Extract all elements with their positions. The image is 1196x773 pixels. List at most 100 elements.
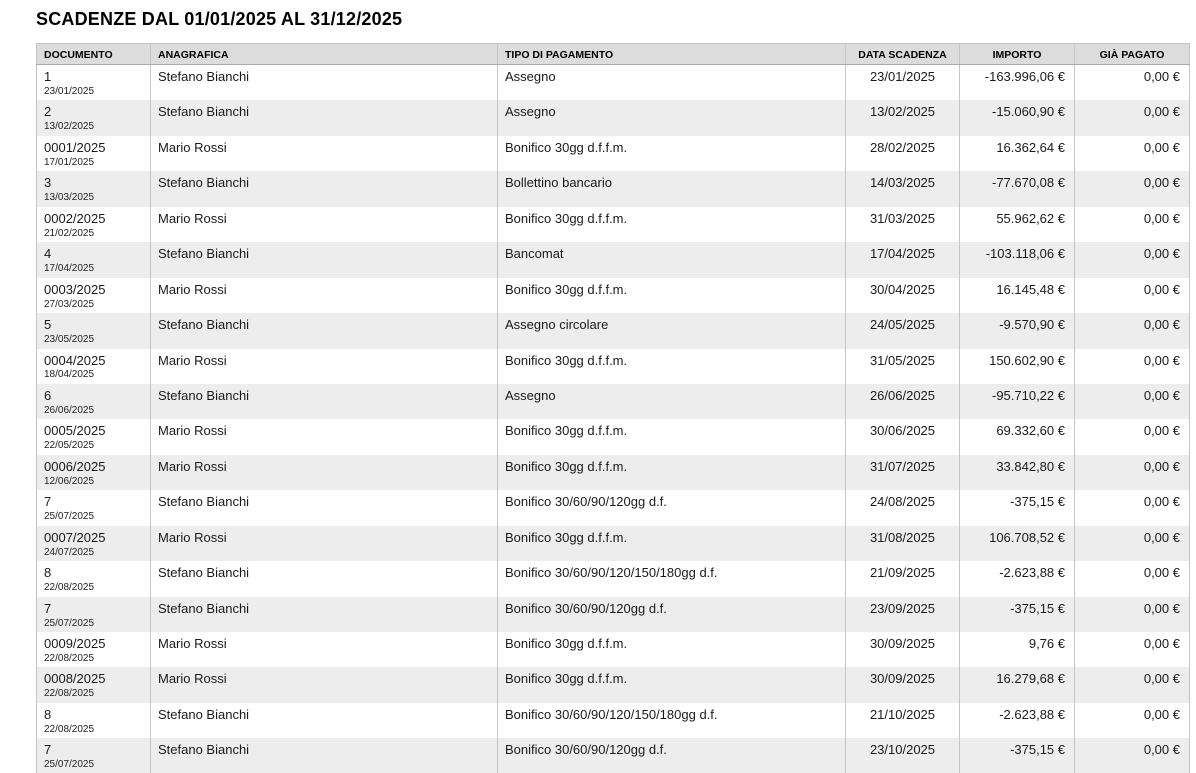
table-row[interactable]: 0009/2025 22/08/2025 Mario Rossi Bonific… <box>36 632 1190 668</box>
tipo-pagamento-cell: Bonifico 30gg d.f.f.m. <box>497 419 846 455</box>
data-scadenza-cell: 23/09/2025 <box>845 596 960 632</box>
importo-cell: -2.623,88 € <box>959 702 1075 739</box>
gia-pagato-cell: 0,00 € <box>1074 348 1190 384</box>
documento-date: 25/07/2025 <box>44 759 95 771</box>
gia-pagato-cell: 0,00 € <box>1074 206 1190 243</box>
data-scadenza-cell: 31/08/2025 <box>845 525 960 562</box>
table-row[interactable]: 0006/2025 12/06/2025 Mario Rossi Bonific… <box>36 454 1190 491</box>
table-row[interactable]: 8 22/08/2025 Stefano Bianchi Bonifico 30… <box>36 561 1190 597</box>
documento-cell: 4 17/04/2025 <box>36 242 151 278</box>
table-row[interactable]: 0004/2025 18/04/2025 Mario Rossi Bonific… <box>36 348 1190 384</box>
table-row[interactable]: 0003/2025 27/03/2025 Mario Rossi Bonific… <box>36 277 1190 314</box>
documento-cell: 2 13/02/2025 <box>36 100 151 136</box>
column-header-documento: DOCUMENTO <box>36 43 151 65</box>
documento-number: 4 <box>44 246 52 262</box>
documento-number: 7 <box>44 600 52 616</box>
anagrafica-cell: Mario Rossi <box>150 667 498 703</box>
documento-cell: 3 13/03/2025 <box>36 171 151 207</box>
table-row[interactable]: 8 22/08/2025 Stefano Bianchi Bonifico 30… <box>36 702 1190 739</box>
gia-pagato-cell: 0,00 € <box>1074 100 1190 136</box>
tipo-pagamento-cell: Bonifico 30gg d.f.f.m. <box>497 525 846 562</box>
data-scadenza-cell: 28/02/2025 <box>845 135 960 172</box>
documento-date: 22/08/2025 <box>44 688 95 700</box>
scadenze-table: DOCUMENTO ANAGRAFICA TIPO DI PAGAMENTO D… <box>36 43 1190 773</box>
tipo-pagamento-cell: Bollettino bancario <box>497 171 846 207</box>
anagrafica-cell: Stefano Bianchi <box>150 383 498 420</box>
documento-cell: 0005/2025 22/05/2025 <box>36 419 151 455</box>
documento-cell: 1 23/01/2025 <box>36 64 151 101</box>
anagrafica-cell: Mario Rossi <box>150 419 498 455</box>
gia-pagato-cell: 0,00 € <box>1074 419 1190 455</box>
tipo-pagamento-cell: Bonifico 30gg d.f.f.m. <box>497 277 846 314</box>
page-title: SCADENZE DAL 01/01/2025 AL 31/12/2025 <box>36 9 403 29</box>
data-scadenza-cell: 24/08/2025 <box>845 490 960 526</box>
table-row[interactable]: 6 26/06/2025 Stefano Bianchi Assegno 26/… <box>36 383 1190 420</box>
table-row[interactable]: 0005/2025 22/05/2025 Mario Rossi Bonific… <box>36 419 1190 455</box>
table-row[interactable]: 3 13/03/2025 Stefano Bianchi Bollettino … <box>36 171 1190 207</box>
tipo-pagamento-cell: Assegno <box>497 383 846 420</box>
gia-pagato-cell: 0,00 € <box>1074 454 1190 491</box>
documento-number: 0006/2025 <box>44 458 106 474</box>
data-scadenza-cell: 21/10/2025 <box>845 702 960 739</box>
data-scadenza-cell: 30/09/2025 <box>845 632 960 668</box>
documento-date: 25/07/2025 <box>44 511 95 523</box>
table-row[interactable]: 0007/2025 24/07/2025 Mario Rossi Bonific… <box>36 525 1190 562</box>
data-scadenza-cell: 23/10/2025 <box>845 738 960 773</box>
scadenze-table-body: 1 23/01/2025 Stefano Bianchi Assegno 23/… <box>36 64 1190 773</box>
table-row[interactable]: 2 13/02/2025 Stefano Bianchi Assegno 13/… <box>36 100 1190 136</box>
anagrafica-cell: Mario Rossi <box>150 348 498 384</box>
documento-cell: 7 25/07/2025 <box>36 596 151 632</box>
anagrafica-cell: Mario Rossi <box>150 206 498 243</box>
table-row[interactable]: 7 25/07/2025 Stefano Bianchi Bonifico 30… <box>36 596 1190 632</box>
data-scadenza-cell: 31/03/2025 <box>845 206 960 243</box>
gia-pagato-cell: 0,00 € <box>1074 135 1190 172</box>
documento-cell: 6 26/06/2025 <box>36 383 151 420</box>
importo-cell: 16.362,64 € <box>959 135 1075 172</box>
importo-cell: 9,76 € <box>959 632 1075 668</box>
table-row[interactable]: 0001/2025 17/01/2025 Mario Rossi Bonific… <box>36 135 1190 172</box>
gia-pagato-cell: 0,00 € <box>1074 702 1190 739</box>
column-header-anagrafica: ANAGRAFICA <box>150 43 498 65</box>
documento-number: 2 <box>44 104 52 120</box>
documento-date: 22/08/2025 <box>44 582 95 594</box>
gia-pagato-cell: 0,00 € <box>1074 738 1190 773</box>
documento-date: 17/01/2025 <box>44 156 95 168</box>
importo-cell: -375,15 € <box>959 490 1075 526</box>
importo-cell: -95.710,22 € <box>959 383 1075 420</box>
importo-cell: 69.332,60 € <box>959 419 1075 455</box>
documento-number: 0007/2025 <box>44 529 106 545</box>
table-row[interactable]: 0008/2025 22/08/2025 Mario Rossi Bonific… <box>36 667 1190 703</box>
gia-pagato-cell: 0,00 € <box>1074 632 1190 668</box>
column-header-data-scadenza: DATA SCADENZA <box>845 43 960 65</box>
table-row[interactable]: 1 23/01/2025 Stefano Bianchi Assegno 23/… <box>36 64 1190 101</box>
tipo-pagamento-cell: Bonifico 30/60/90/120gg d.f. <box>497 738 846 773</box>
anagrafica-cell: Mario Rossi <box>150 525 498 562</box>
column-header-tipo-di-pagamento: TIPO DI PAGAMENTO <box>497 43 846 65</box>
importo-cell: 150.602,90 € <box>959 348 1075 384</box>
anagrafica-cell: Stefano Bianchi <box>150 64 498 101</box>
table-row[interactable]: 7 25/07/2025 Stefano Bianchi Bonifico 30… <box>36 738 1190 773</box>
tipo-pagamento-cell: Bonifico 30/60/90/120gg d.f. <box>497 596 846 632</box>
gia-pagato-cell: 0,00 € <box>1074 490 1190 526</box>
documento-cell: 0002/2025 21/02/2025 <box>36 206 151 243</box>
documento-date: 26/06/2025 <box>44 404 95 416</box>
documento-number: 1 <box>44 69 52 84</box>
documento-date: 17/04/2025 <box>44 263 95 275</box>
documento-date: 21/02/2025 <box>44 227 95 239</box>
data-scadenza-cell: 17/04/2025 <box>845 242 960 278</box>
importo-cell: 16.279,68 € <box>959 667 1075 703</box>
table-row[interactable]: 7 25/07/2025 Stefano Bianchi Bonifico 30… <box>36 490 1190 526</box>
tipo-pagamento-cell: Bonifico 30/60/90/120/150/180gg d.f. <box>497 561 846 597</box>
data-scadenza-cell: 30/06/2025 <box>845 419 960 455</box>
documento-cell: 7 25/07/2025 <box>36 490 151 526</box>
table-row[interactable]: 5 23/05/2025 Stefano Bianchi Assegno cir… <box>36 313 1190 349</box>
table-row[interactable]: 4 17/04/2025 Stefano Bianchi Bancomat 17… <box>36 242 1190 278</box>
importo-cell: -15.060,90 € <box>959 100 1075 136</box>
documento-cell: 0006/2025 12/06/2025 <box>36 454 151 491</box>
tipo-pagamento-cell: Bonifico 30/60/90/120/150/180gg d.f. <box>497 702 846 739</box>
documento-cell: 0009/2025 22/08/2025 <box>36 632 151 668</box>
documento-number: 0001/2025 <box>44 139 106 155</box>
table-row[interactable]: 0002/2025 21/02/2025 Mario Rossi Bonific… <box>36 206 1190 243</box>
gia-pagato-cell: 0,00 € <box>1074 561 1190 597</box>
importo-cell: -375,15 € <box>959 738 1075 773</box>
